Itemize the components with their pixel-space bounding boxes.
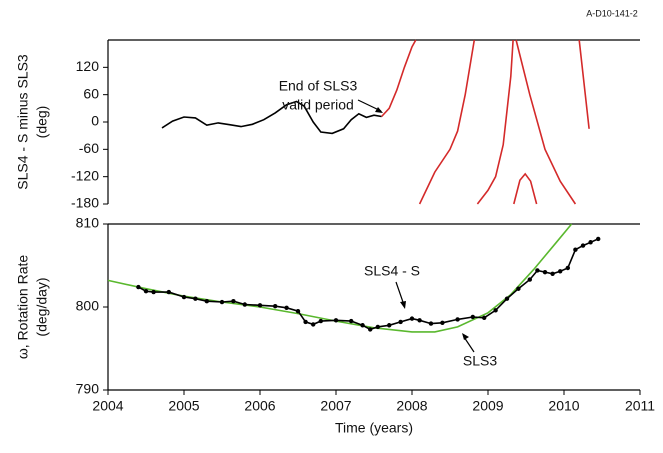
data-point [231,298,236,304]
y-tick-label: 0 [91,113,99,129]
data-point [303,319,308,325]
data-point [375,324,380,330]
data-point [193,296,198,301]
data-point [151,289,156,295]
x-tick-label: 2004 [92,398,123,414]
data-point [440,320,445,325]
x-tick-label: 2010 [548,398,579,414]
arrow [395,281,405,306]
y-tick-label: 120 [76,58,100,74]
arrow-head [375,107,383,113]
data-point [516,286,521,291]
data-point [542,269,548,275]
data-point [493,308,498,313]
y-tick-label: -120 [71,167,99,183]
data-point [273,303,278,309]
y-axis-label: ω, Rotation Rate [15,255,31,360]
data-point [428,321,434,326]
x-tick-label: 2006 [244,398,275,414]
data-point [455,317,460,322]
x-axis-label: Time (years) [335,420,413,436]
data-point [535,268,540,273]
annotation: SLS3 [463,353,497,369]
data-point [527,277,532,282]
data-point [257,303,263,308]
data-point [143,289,149,294]
y-tick-label: 810 [76,215,100,231]
data-point [565,265,570,271]
annotation: valid period [282,97,354,113]
series-line [107,223,573,333]
data-point [219,299,225,305]
x-tick-label: 2005 [168,398,199,414]
data-point [550,271,555,276]
data-point [311,322,316,327]
series-line [138,238,599,331]
data-point [166,289,171,295]
data-point [417,318,422,323]
y-tick-label: -180 [71,195,99,211]
annotation: SLS4 - S [364,263,420,279]
data-point [580,243,586,248]
data-point [588,240,593,245]
data-point [333,318,339,323]
arrow-head [400,301,406,309]
data-point [295,308,301,314]
annotation: End of SLS3 [279,78,358,94]
data-point [470,314,475,320]
data-point [318,318,323,324]
y-axis-label: (deg/day) [34,277,50,336]
x-tick-label: 2011 [625,398,655,414]
data-point [596,236,601,242]
figure-id: A-D10-141-2 [586,8,638,18]
y-axis-label: SLS4 - S minus SLS3 [15,54,31,190]
y-tick-label: 800 [76,298,100,314]
data-point [349,318,354,324]
y-tick-label: 790 [76,381,100,397]
data-point [482,315,487,320]
data-point [573,247,578,252]
data-point [504,296,510,301]
data-point [558,269,563,274]
data-point [242,302,247,307]
x-tick-label: 2009 [472,398,503,414]
data-point [368,327,373,332]
y-axis-label: (deg) [34,106,50,139]
y-tick-label: 60 [83,85,99,101]
arrow-head [462,333,469,340]
data-point [409,316,415,321]
y-tick-label: -60 [79,140,99,156]
x-tick-label: 2008 [396,398,427,414]
data-point [204,298,209,304]
x-tick-label: 2007 [320,398,351,414]
data-point [284,305,289,311]
series-line [161,100,382,135]
data-point [360,323,365,328]
data-point [398,319,403,325]
series-line [381,39,590,205]
arrow [463,336,475,353]
data-point [387,323,392,328]
data-point [181,294,187,300]
data-point [136,284,141,290]
